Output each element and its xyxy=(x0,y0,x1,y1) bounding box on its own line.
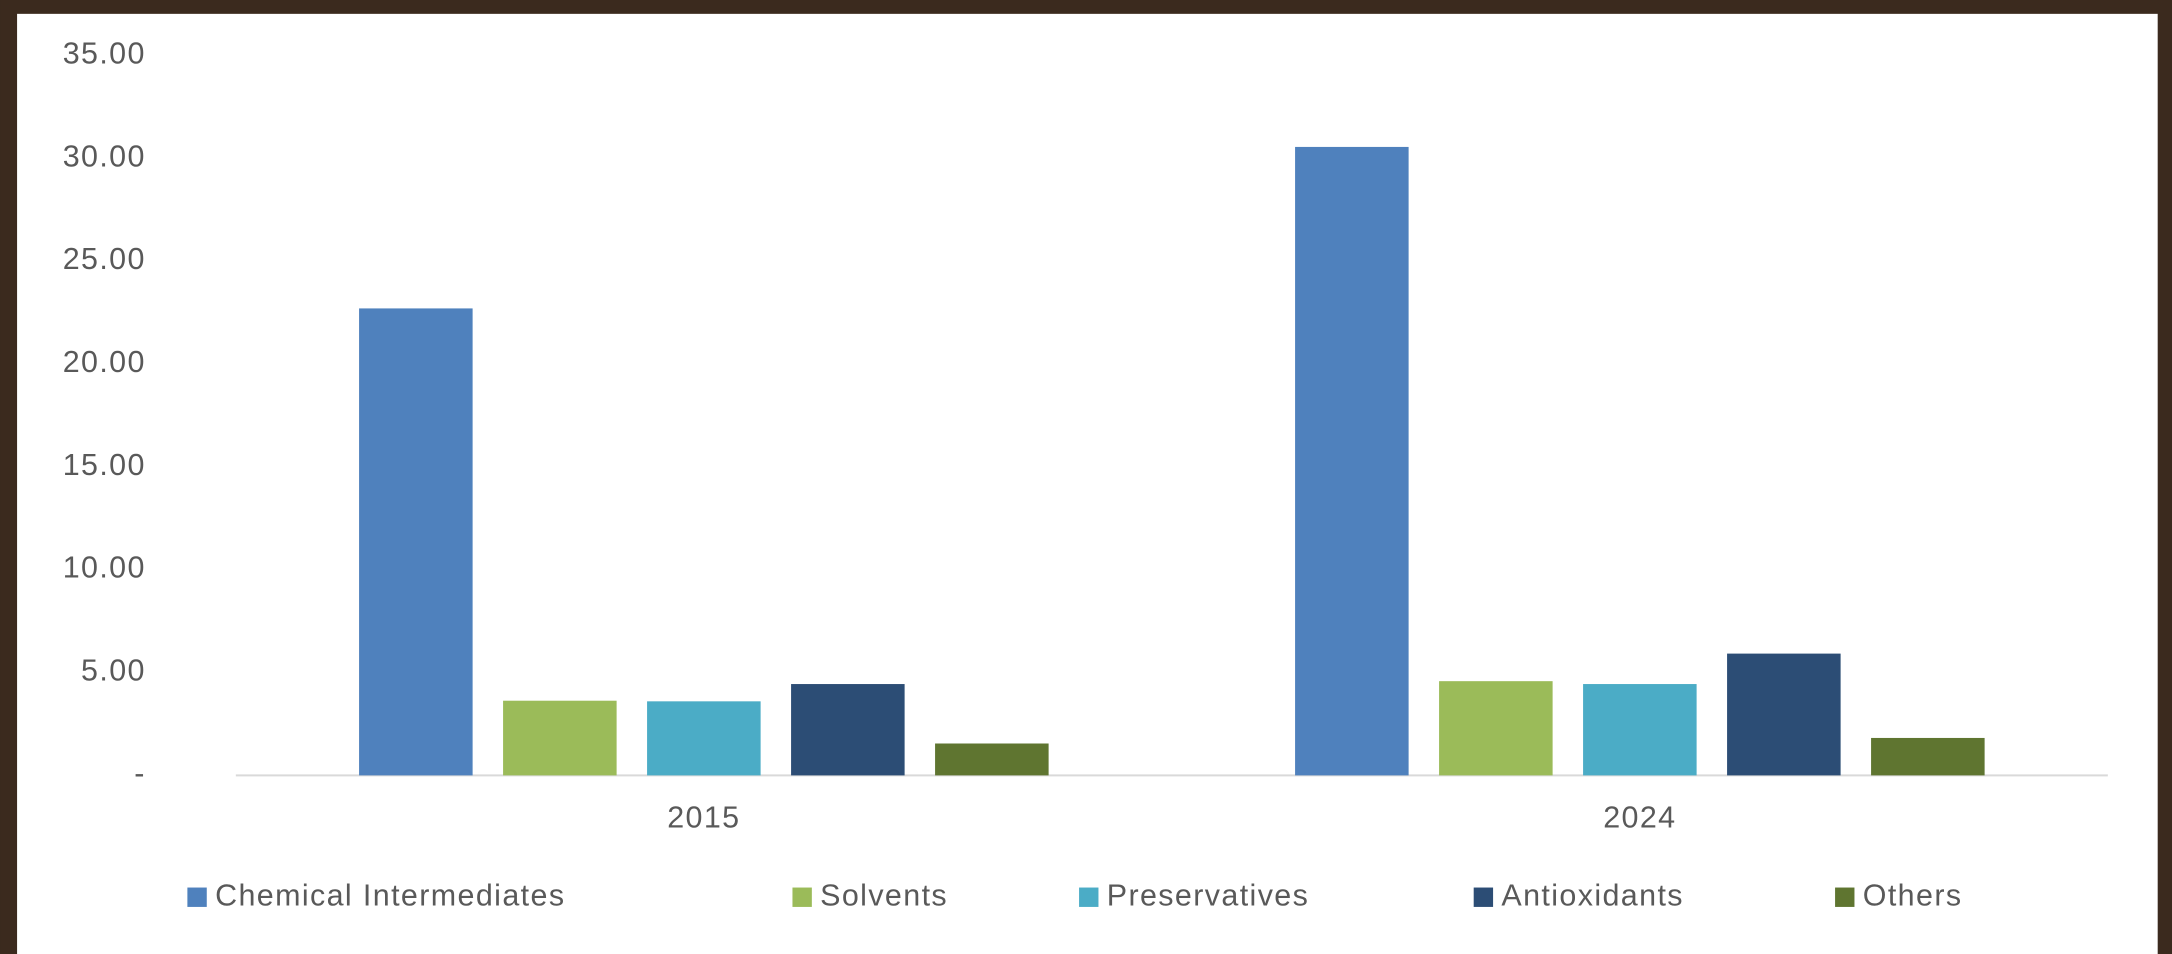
y-tick-label: 20.00 xyxy=(63,345,146,379)
legend-label: Others xyxy=(1863,878,1963,912)
y-tick-label: 30.00 xyxy=(63,139,146,173)
y-tick-label: 25.00 xyxy=(63,242,146,276)
legend-swatch xyxy=(1835,887,1855,907)
legend-swatch xyxy=(187,887,207,907)
bar xyxy=(1583,684,1697,776)
chart-panel xyxy=(17,13,2158,954)
bar xyxy=(503,700,617,776)
x-tick-label: 2015 xyxy=(667,801,740,835)
y-tick-label: 15.00 xyxy=(63,448,146,482)
y-tick-label: 5.00 xyxy=(81,654,146,688)
bar xyxy=(1439,681,1553,776)
y-tick-label: - xyxy=(134,756,146,790)
x-tick-label: 2024 xyxy=(1603,801,1676,835)
y-tick-label: 10.00 xyxy=(63,551,146,585)
legend-label: Antioxidants xyxy=(1501,878,1684,912)
bar xyxy=(1871,737,1985,776)
legend-swatch xyxy=(792,887,812,907)
bar xyxy=(791,684,905,776)
bar xyxy=(359,308,473,776)
bar xyxy=(935,743,1049,776)
legend-label: Preservatives xyxy=(1107,878,1309,912)
bar xyxy=(1295,146,1409,776)
bar xyxy=(1727,653,1841,776)
legend-label: Solvents xyxy=(820,878,948,912)
legend-label: Chemical Intermediates xyxy=(215,878,565,912)
y-tick-label: 35.00 xyxy=(63,36,146,70)
legend-swatch xyxy=(1473,887,1494,907)
bar xyxy=(647,701,761,776)
legend-swatch xyxy=(1079,887,1099,907)
